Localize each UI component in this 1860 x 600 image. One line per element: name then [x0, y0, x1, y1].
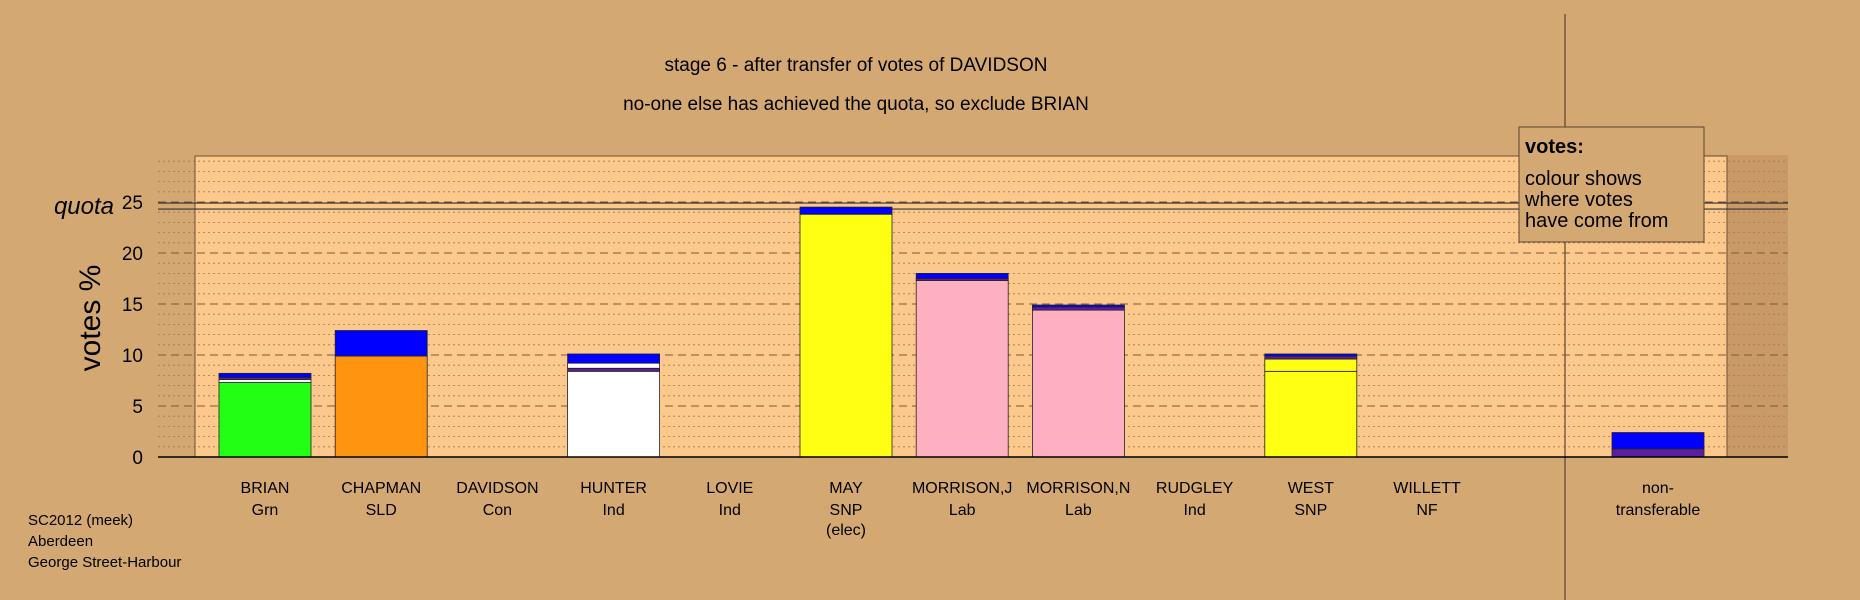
y-tick-label: 0 [132, 448, 143, 469]
x-label-name: MORRISON,N [1026, 480, 1130, 497]
bar-brian-segment [218, 379, 312, 383]
y-axis-label: votes % [74, 265, 107, 372]
legend-line-1: colour shows [1525, 168, 1642, 190]
legend-line-2: where votes [1524, 189, 1633, 211]
y-tick-label: 10 [122, 346, 143, 367]
x-label-party: Grn [252, 502, 279, 519]
bar-morrisonn-segment [1032, 304, 1125, 308]
x-labels: BRIAN Grn CHAPMAN SLD DAVIDSON Con HUNTER Ind LO… [241, 480, 1701, 539]
legend-line-3: have come from [1525, 210, 1668, 232]
footer-line-3: George Street-Harbour [28, 554, 181, 571]
x-label-nt-2: transferable [1616, 502, 1701, 519]
bar-brian-segment [218, 382, 312, 458]
bar-non-transferable-segment [1611, 448, 1705, 458]
y-tick-label: 5 [132, 397, 143, 418]
bar-may-segment [799, 206, 893, 215]
footer-line-2: Aberdeen [28, 533, 93, 550]
x-label-note: (elec) [826, 522, 866, 539]
x-label-nt-1: non- [1642, 480, 1674, 497]
bar-hunter-segment [567, 367, 660, 372]
bar-morrisonj-segment [915, 272, 1009, 279]
chart-title: stage 6 - after transfer of votes of DAV… [665, 55, 1048, 76]
footer: SC2012 (meek) Aberdeen George Street-Har… [28, 512, 181, 571]
bar-hunter-segment [567, 362, 660, 369]
bar-may-segment [799, 213, 893, 458]
bar-hunter-segment [567, 353, 660, 364]
legend: votes: colour shows where votes have com… [1518, 126, 1705, 243]
x-label-party: Con [483, 502, 512, 519]
legend-box [1518, 126, 1705, 243]
bar-morrisonn-segment [1032, 309, 1125, 458]
x-label-name: CHAPMAN [341, 480, 421, 497]
x-label-party: Lab [949, 502, 976, 519]
bar-west-segment [1264, 355, 1358, 360]
x-label-party: Lab [1065, 502, 1092, 519]
bar-morrisonj-segment [915, 280, 1009, 458]
x-label-name: WILLETT [1393, 480, 1461, 497]
x-label-name: MAY [829, 480, 863, 497]
bar-morrisonn-segment [1032, 306, 1125, 311]
x-label-party: SLD [366, 502, 397, 519]
x-label-party: Ind [719, 502, 741, 519]
y-tick-label: 25 [122, 193, 143, 214]
x-label-name: WEST [1288, 480, 1334, 497]
bar-west-segment [1264, 353, 1358, 357]
x-label-party: Ind [602, 502, 624, 519]
x-label-name: RUDGLEY [1156, 480, 1234, 497]
bar-hunter-segment [567, 370, 660, 458]
y-tick-label: 15 [122, 295, 143, 316]
bar-brian-segment [218, 372, 312, 378]
y-ticks: 0 5 10 15 20 25 [122, 193, 143, 469]
y-tick-label: 20 [122, 244, 143, 265]
x-label-name: BRIAN [241, 480, 290, 497]
x-label-name: DAVIDSON [456, 480, 538, 497]
legend-title: votes: [1525, 136, 1584, 158]
bar-non-transferable-segment [1611, 432, 1705, 450]
bars [218, 206, 1705, 458]
chart-subtitle: no-one else has achieved the quota, so e… [623, 94, 1089, 115]
x-label-party: Ind [1183, 502, 1205, 519]
bar-chapman-segment [334, 355, 428, 458]
bar-west-segment [1264, 358, 1358, 372]
x-label-name: MORRISON,J [912, 480, 1012, 497]
bar-chapman-segment [334, 330, 428, 357]
x-label-name: LOVIE [706, 480, 753, 497]
quota-label: quota [54, 193, 114, 220]
x-label-party: NF [1416, 502, 1438, 519]
x-label-party: SNP [830, 502, 863, 519]
x-label-name: HUNTER [580, 480, 647, 497]
bar-west-segment [1264, 370, 1358, 458]
footer-line-1: SC2012 (meek) [28, 512, 133, 529]
x-label-party: SNP [1294, 502, 1327, 519]
